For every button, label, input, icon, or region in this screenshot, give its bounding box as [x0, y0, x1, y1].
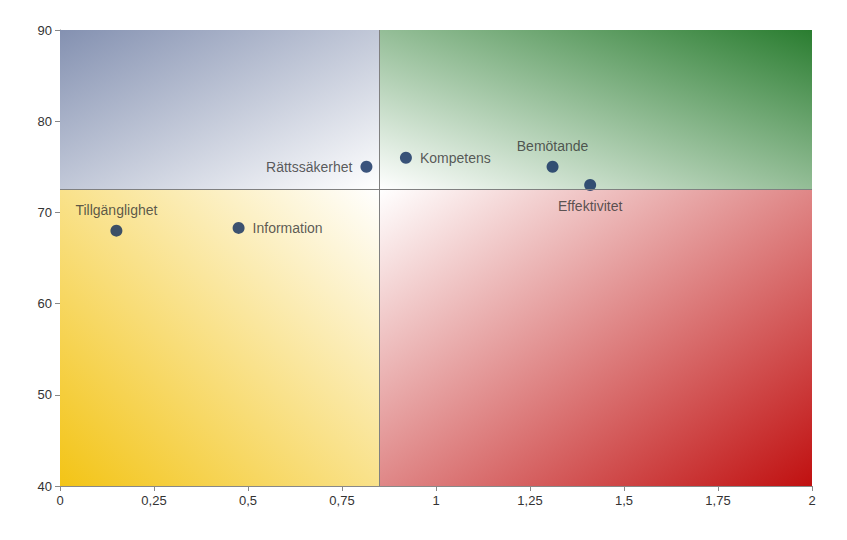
svg-text:0,5: 0,5	[239, 493, 257, 508]
svg-text:1: 1	[432, 493, 439, 508]
svg-text:80: 80	[38, 114, 52, 129]
svg-text:Effektivitet: Effektivitet	[558, 198, 622, 214]
svg-text:60: 60	[38, 296, 52, 311]
svg-text:Bemötande: Bemötande	[517, 138, 589, 154]
svg-text:Tillgänglighet: Tillgänglighet	[75, 202, 157, 218]
svg-text:0,25: 0,25	[141, 493, 166, 508]
svg-text:50: 50	[38, 387, 52, 402]
svg-text:70: 70	[38, 205, 52, 220]
svg-text:90: 90	[38, 23, 52, 38]
svg-text:Rättssäkerhet: Rättssäkerhet	[266, 159, 352, 175]
svg-text:0,75: 0,75	[329, 493, 354, 508]
svg-text:Kompetens: Kompetens	[420, 150, 491, 166]
svg-text:2: 2	[808, 493, 815, 508]
svg-text:40: 40	[38, 479, 52, 494]
svg-text:1,5: 1,5	[615, 493, 633, 508]
svg-text:1,75: 1,75	[705, 493, 730, 508]
svg-text:0: 0	[56, 493, 63, 508]
svg-text:1,25: 1,25	[517, 493, 542, 508]
svg-text:Information: Information	[253, 220, 323, 236]
